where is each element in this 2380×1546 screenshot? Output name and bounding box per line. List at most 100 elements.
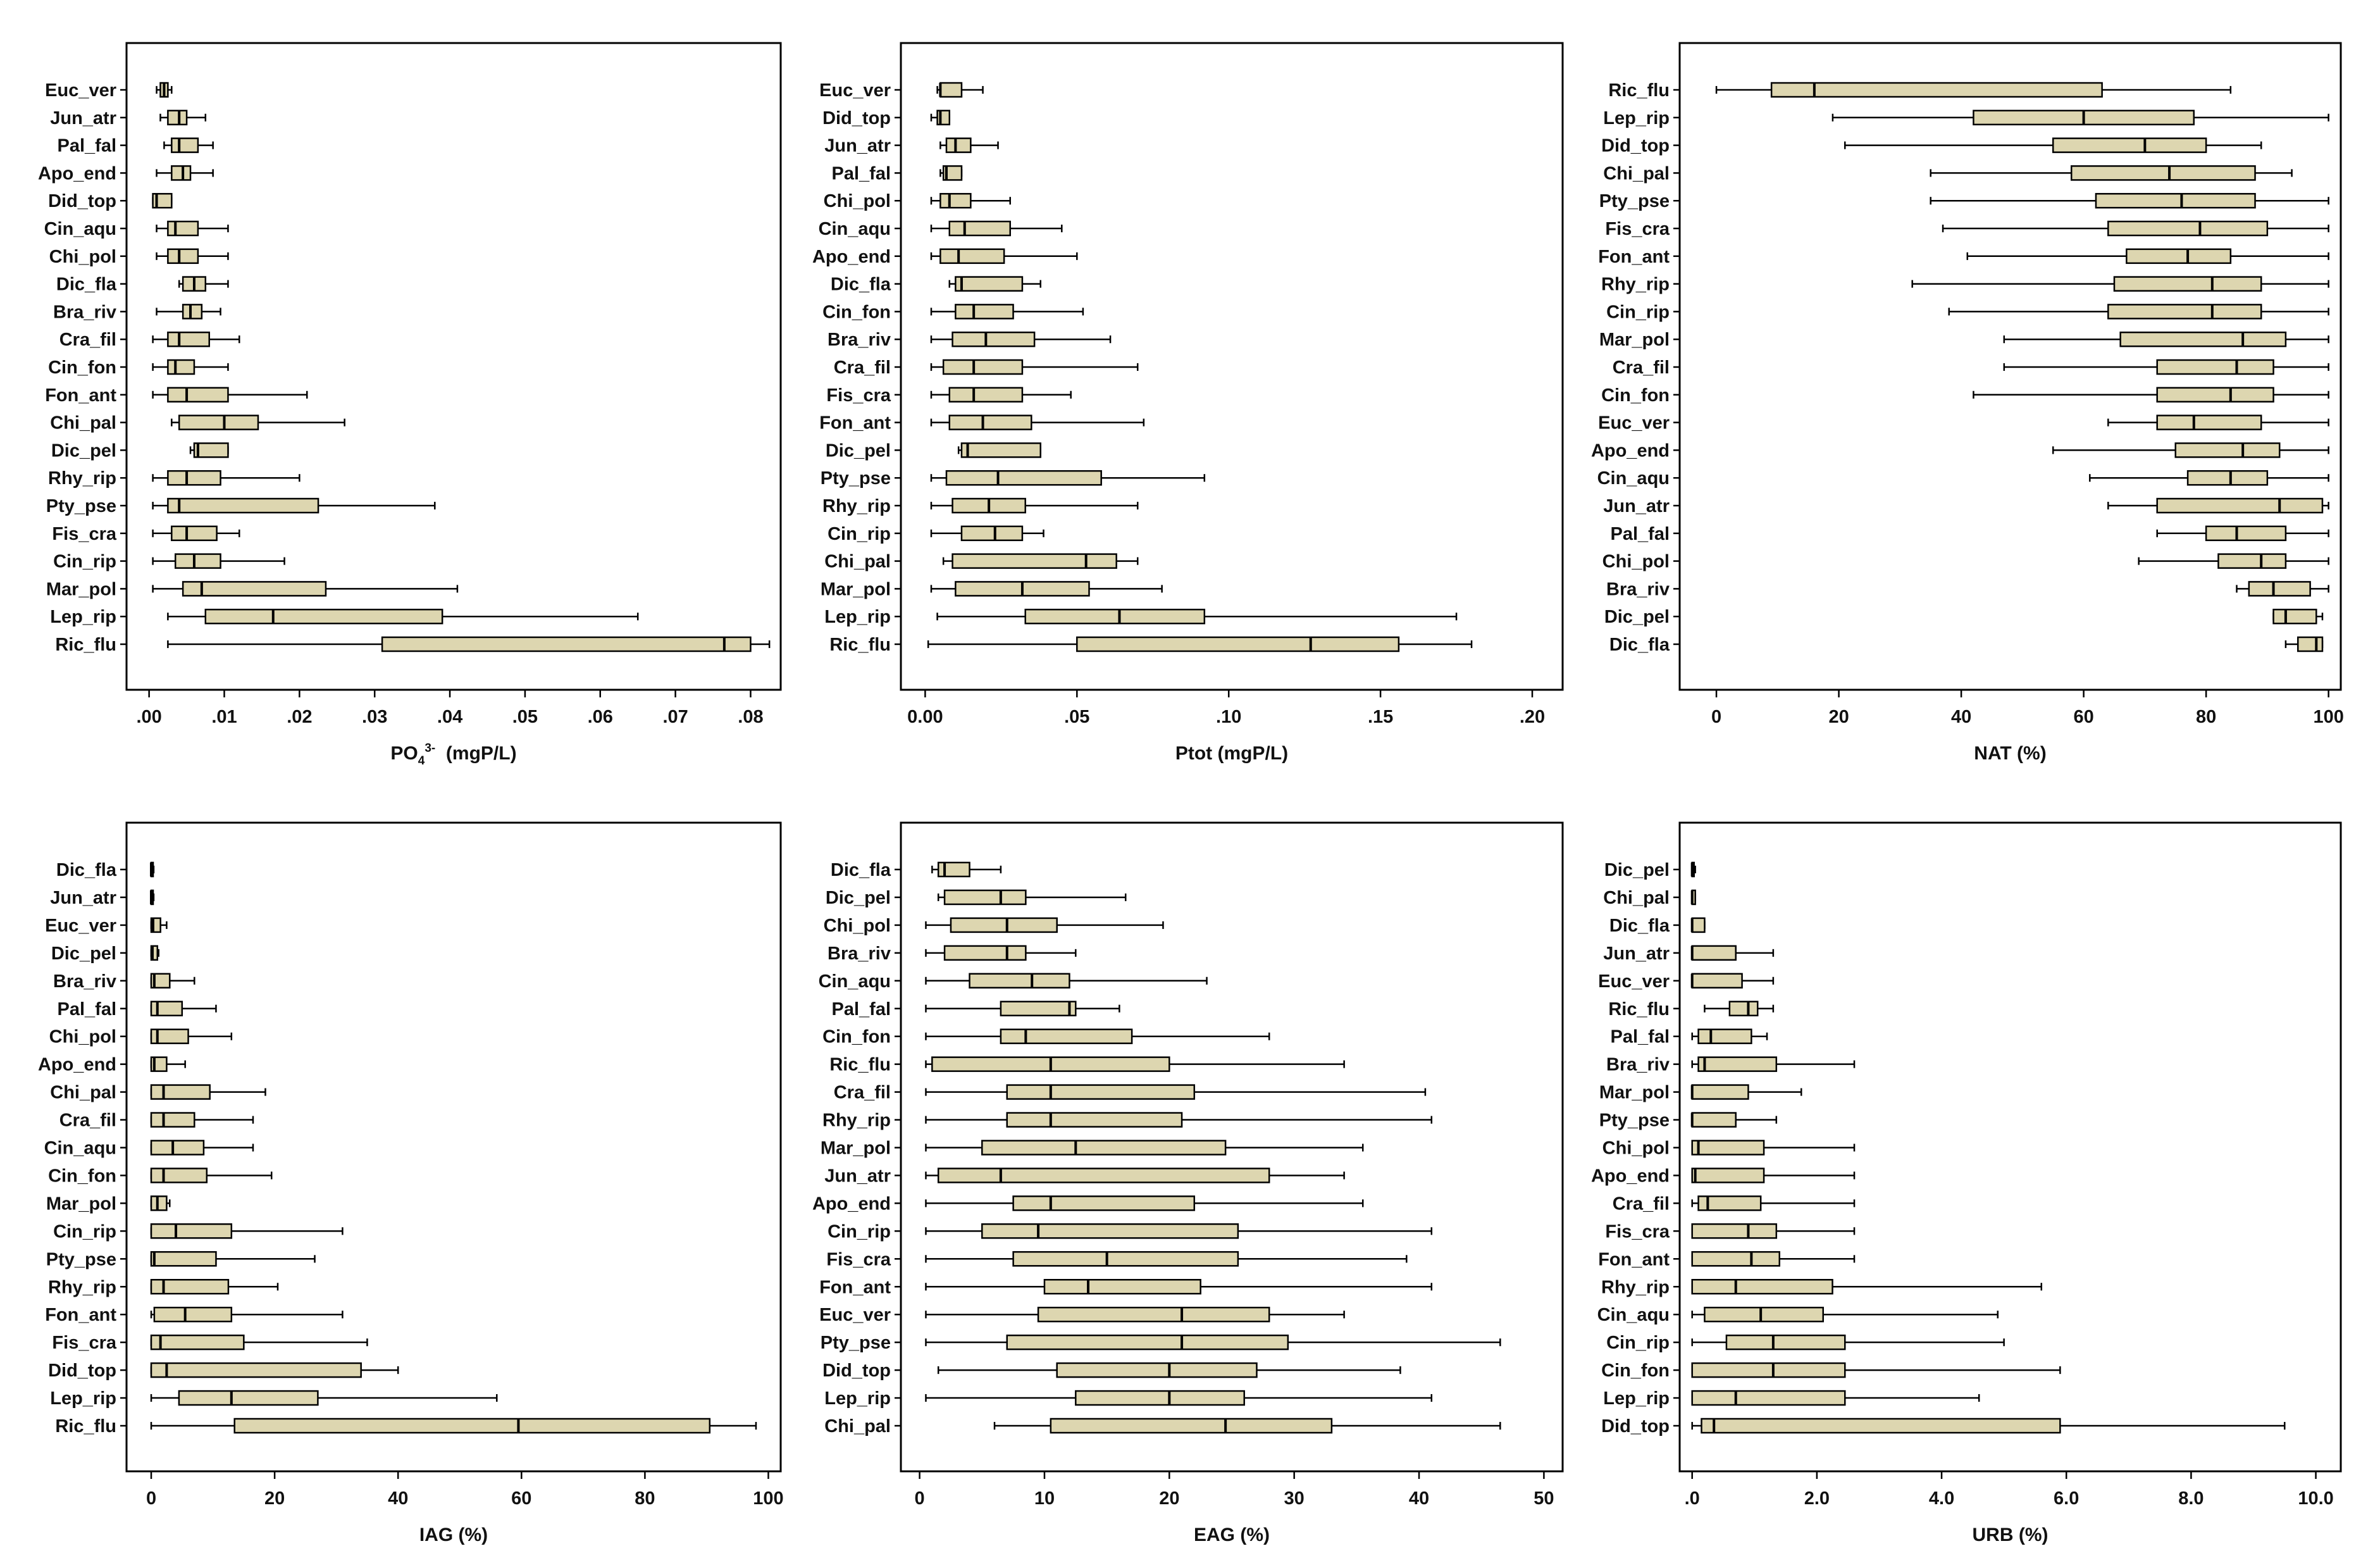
category-label: Bra_riv	[53, 302, 116, 322]
iqr-box	[2156, 359, 2274, 375]
box-row-Cin_rip: Cin_rip	[53, 552, 285, 572]
box-row-Dic_fla: Dic_fla	[1609, 635, 2324, 655]
category-label: Apo_end	[812, 1194, 891, 1214]
iqr-box	[937, 1168, 1270, 1183]
box-row-Lep_rip: Lep_rip	[50, 607, 639, 627]
chart-panel-3: Ric_flu Lep_rip Did_top Chi_pal Pty_pse Fis_c…	[1591, 42, 2344, 764]
x-axis-title-sub: 4	[418, 754, 425, 768]
x-tick-label: 10.0	[2298, 1488, 2333, 1509]
iqr-box	[167, 470, 221, 486]
box-row-Chi_pol: Chi_pol	[1602, 552, 2329, 572]
category-label: Rhy_rip	[48, 1277, 116, 1297]
category-label: Cra_fil	[1613, 358, 1670, 378]
category-label: Jun_atr	[1603, 944, 1670, 964]
box-row-Pal_fal: Pal_fal	[1611, 524, 2329, 544]
iqr-box	[1770, 82, 2103, 98]
box-row-Fis_cra: Fis_cra	[826, 385, 1072, 406]
iqr-box	[167, 497, 319, 514]
box-row-Bra_riv: Bra_riv	[1606, 1055, 1856, 1075]
box-row-Chi_pal: Chi_pal	[1603, 163, 2293, 184]
category-label: Chi_pol	[49, 247, 116, 267]
category-label: Dic_fla	[56, 860, 117, 880]
category-label: Jun_atr	[1603, 496, 1670, 516]
box-row-Bra_riv: Bra_riv	[53, 971, 195, 992]
category-label: Chi_pal	[1603, 163, 1670, 184]
x-axis-title: PO43- (mgP/L)	[390, 742, 516, 768]
x-axis: .00 .01 .02 .03 .04 .05 .06 .07 .08	[136, 690, 764, 727]
iqr-box	[1691, 1084, 1749, 1100]
iqr-box	[1012, 1195, 1196, 1211]
category-label: Euc_ver	[819, 1305, 891, 1325]
box-row-Chi_pal: Chi_pal	[824, 1416, 1501, 1437]
x-tick-label: 80	[635, 1488, 655, 1509]
category-label: Did_top	[822, 108, 891, 128]
box-row-Jun_atr: Jun_atr	[50, 108, 207, 128]
x-tick-label: 20	[1159, 1488, 1179, 1509]
iqr-box	[943, 945, 1027, 961]
iqr-box	[1012, 1251, 1239, 1267]
category-label: Cra_fil	[59, 1111, 116, 1131]
category-label: Apo_end	[1591, 440, 1670, 461]
x-tick-label: 40	[1951, 707, 1971, 727]
box-row-Cin_rip: Cin_rip	[1606, 1333, 2005, 1353]
box-row-Chi_pal: Chi_pal	[50, 1083, 266, 1103]
iqr-box	[1697, 1056, 1778, 1072]
box-row-Fon_ant: Fon_ant	[1598, 247, 2329, 267]
box-row-Chi_pol: Chi_pol	[49, 1027, 233, 1047]
iqr-box	[2113, 276, 2262, 292]
category-label: Bra_riv	[827, 944, 891, 964]
box-row-Ric_flu: Ric_flu	[1608, 80, 2232, 101]
iqr-box	[1691, 945, 1737, 961]
category-label: Fis_cra	[1605, 1221, 1670, 1242]
box-row-Did_top: Did_top	[48, 191, 173, 211]
box-row-Pty_pse: Pty_pse	[46, 496, 436, 516]
x-axis: 0 20 40 60 80 100	[146, 1471, 784, 1509]
box-row-Pty_pse: Pty_pse	[46, 1249, 316, 1269]
x-axis-title: EAG (%)	[1194, 1524, 1270, 1545]
category-label: Pal_fal	[58, 136, 117, 156]
box-row-Dic_pel: Dic_pel	[1604, 607, 2324, 627]
box-row-Dic_fla: Dic_fla	[56, 275, 229, 295]
iqr-box	[2174, 442, 2281, 458]
x-tick-label: .07	[662, 707, 688, 727]
iqr-box	[167, 331, 210, 347]
iqr-box	[939, 248, 1005, 265]
box-row-Euc_ver: Euc_ver	[819, 80, 984, 101]
x-tick-label: .04	[437, 707, 462, 727]
category-label: Cin_fon	[822, 302, 891, 322]
iqr-box	[951, 331, 1036, 347]
box-row-Apo_end: Apo_end	[812, 247, 1078, 267]
iqr-box	[1704, 1306, 1824, 1323]
iqr-box	[960, 442, 1041, 458]
box-row-Fon_ant: Fon_ant	[45, 385, 308, 406]
category-label: Chi_pol	[824, 191, 891, 211]
box-row-Apo_end: Apo_end	[38, 163, 214, 184]
x-axis-title: NAT (%)	[1974, 743, 2046, 764]
box-row-Cin_aqu: Cin_aqu	[1597, 468, 2329, 489]
category-label: Ric_flu	[1608, 999, 1670, 1019]
category-label: Pty_pse	[46, 496, 116, 516]
iqr-box	[182, 581, 327, 597]
category-label: Fon_ant	[45, 1305, 116, 1325]
box-row-Ric_flu: Ric_flu	[829, 1055, 1345, 1075]
iqr-box	[960, 525, 1024, 542]
category-label: Chi_pol	[824, 916, 891, 936]
category-label: Cra_fil	[834, 1083, 891, 1103]
iqr-box	[175, 553, 221, 569]
iqr-box	[381, 636, 752, 652]
iqr-box	[1697, 1028, 1752, 1044]
category-label: Chi_pol	[49, 1027, 116, 1047]
x-axis-title: Ptot (mgP/L)	[1175, 743, 1288, 764]
box-row-Apo_end: Apo_end	[1591, 1166, 1856, 1186]
iqr-box	[2186, 470, 2269, 486]
iqr-box	[2071, 165, 2256, 181]
box-row-Ric_flu: Ric_flu	[829, 635, 1473, 655]
box-row-Lep_rip: Lep_rip	[1603, 108, 2329, 128]
category-label: Cin_aqu	[44, 219, 116, 239]
x-tick-label: .20	[1520, 707, 1545, 727]
x-tick-label: .06	[588, 707, 613, 727]
box-row-Cin_fon: Cin_fon	[822, 1027, 1270, 1047]
iqr-box	[150, 1223, 233, 1239]
iqr-box	[1701, 1418, 2061, 1434]
